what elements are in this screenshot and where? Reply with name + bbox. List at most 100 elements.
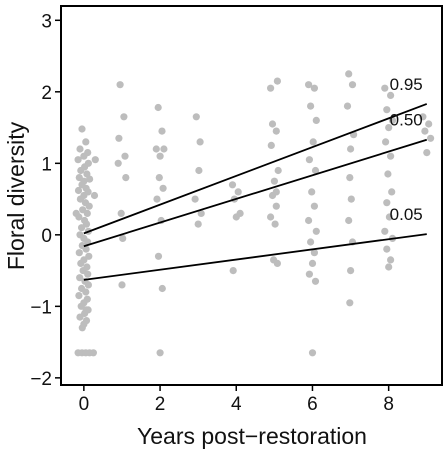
quantile-lines bbox=[83, 103, 428, 281]
data-point-141 bbox=[383, 106, 391, 114]
data-point-26 bbox=[78, 224, 86, 232]
x-axis-title: Years post−restoration bbox=[137, 423, 367, 449]
quantile-labels: 0.95 0.50 0.05 bbox=[390, 75, 423, 224]
data-point-89 bbox=[197, 209, 205, 217]
data-point-83 bbox=[158, 284, 166, 293]
data-point-100 bbox=[272, 127, 280, 135]
data-point-2 bbox=[76, 145, 84, 153]
data-point-148 bbox=[383, 199, 391, 207]
data-point-146 bbox=[384, 170, 392, 178]
x-tick-label-4: 8 bbox=[383, 394, 394, 415]
data-point-80 bbox=[153, 195, 161, 203]
data-point-137 bbox=[347, 267, 355, 275]
data-point-130 bbox=[343, 102, 352, 110]
data-point-5 bbox=[74, 156, 82, 164]
quantile-line-0 bbox=[83, 103, 428, 235]
data-point-124 bbox=[308, 259, 317, 267]
data-point-15 bbox=[74, 186, 83, 195]
data-point-44 bbox=[82, 288, 90, 296]
data-point-154 bbox=[385, 263, 393, 271]
x-tick-label-2: 4 bbox=[231, 394, 242, 415]
data-point-107 bbox=[271, 220, 279, 228]
quantile-line-1 bbox=[83, 138, 428, 248]
data-point-51 bbox=[76, 313, 84, 321]
data-point-75 bbox=[152, 145, 160, 153]
data-point-70 bbox=[117, 209, 125, 217]
quantile-label-0: 0.95 bbox=[390, 75, 423, 94]
data-point-40 bbox=[76, 274, 84, 282]
data-point-123 bbox=[310, 249, 318, 257]
data-points bbox=[72, 70, 435, 357]
data-point-106 bbox=[267, 213, 275, 221]
data-point-18 bbox=[76, 195, 84, 203]
data-point-88 bbox=[191, 195, 199, 203]
data-point-71 bbox=[119, 234, 127, 242]
data-point-45 bbox=[75, 292, 83, 300]
data-point-153 bbox=[387, 256, 395, 264]
data-point-103 bbox=[270, 177, 278, 185]
x-axis-ticks: 0 2 4 6 8 bbox=[79, 385, 394, 415]
data-point-140 bbox=[387, 91, 395, 99]
data-point-125 bbox=[305, 270, 313, 278]
data-point-139 bbox=[381, 84, 389, 92]
data-point-157 bbox=[421, 127, 429, 135]
data-point-138 bbox=[346, 299, 354, 307]
data-point-73 bbox=[154, 103, 162, 112]
data-point-121 bbox=[312, 227, 320, 235]
data-point-122 bbox=[307, 238, 315, 246]
data-point-150 bbox=[381, 227, 389, 235]
data-point-11 bbox=[86, 175, 94, 183]
data-point-68 bbox=[114, 159, 122, 167]
quantile-line-2 bbox=[83, 233, 427, 281]
data-point-115 bbox=[309, 138, 317, 146]
plot-frame bbox=[60, 5, 443, 386]
y-axis-title: Floral diversity bbox=[3, 121, 29, 270]
data-point-79 bbox=[159, 184, 167, 192]
data-point-144 bbox=[382, 138, 390, 146]
data-point-156 bbox=[425, 120, 433, 128]
data-point-78 bbox=[155, 174, 163, 182]
data-point-63 bbox=[72, 209, 80, 217]
data-point-116 bbox=[305, 156, 313, 164]
data-point-99 bbox=[268, 120, 277, 128]
data-point-127 bbox=[308, 349, 317, 357]
data-point-69 bbox=[122, 174, 130, 182]
data-point-97 bbox=[267, 84, 275, 92]
data-point-1 bbox=[82, 138, 90, 146]
y-axis-ticks: −2 −1 0 1 2 3 bbox=[30, 11, 61, 390]
data-point-36 bbox=[77, 259, 85, 267]
data-point-64 bbox=[116, 81, 124, 89]
data-point-134 bbox=[347, 195, 355, 203]
data-point-132 bbox=[347, 145, 355, 153]
x-tick-label-3: 6 bbox=[307, 394, 318, 415]
data-point-62 bbox=[90, 191, 99, 200]
data-point-152 bbox=[383, 245, 391, 253]
x-tick-label-0: 0 bbox=[79, 394, 90, 415]
y-tick-label-3: 1 bbox=[41, 154, 52, 175]
data-point-113 bbox=[307, 102, 315, 110]
y-tick-label-0: −2 bbox=[30, 369, 52, 390]
data-point-118 bbox=[308, 188, 316, 196]
data-point-86 bbox=[196, 138, 204, 146]
data-point-133 bbox=[346, 174, 354, 182]
data-point-66 bbox=[115, 134, 123, 142]
data-point-158 bbox=[427, 134, 435, 142]
data-point-145 bbox=[387, 152, 395, 160]
data-point-39 bbox=[84, 270, 92, 278]
data-point-98 bbox=[273, 77, 281, 85]
data-point-92 bbox=[234, 188, 242, 196]
data-point-91 bbox=[228, 181, 237, 189]
data-point-74 bbox=[158, 127, 166, 135]
data-point-149 bbox=[385, 213, 393, 221]
data-point-111 bbox=[305, 81, 313, 89]
data-point-129 bbox=[348, 81, 357, 89]
data-point-120 bbox=[305, 216, 313, 225]
data-point-95 bbox=[232, 213, 240, 221]
data-point-143 bbox=[385, 124, 393, 132]
data-point-54 bbox=[78, 324, 86, 332]
data-point-114 bbox=[312, 116, 320, 124]
data-point-67 bbox=[121, 152, 129, 160]
y-tick-label-1: −1 bbox=[30, 297, 52, 318]
data-point-61 bbox=[91, 156, 99, 164]
data-point-159 bbox=[423, 149, 431, 157]
